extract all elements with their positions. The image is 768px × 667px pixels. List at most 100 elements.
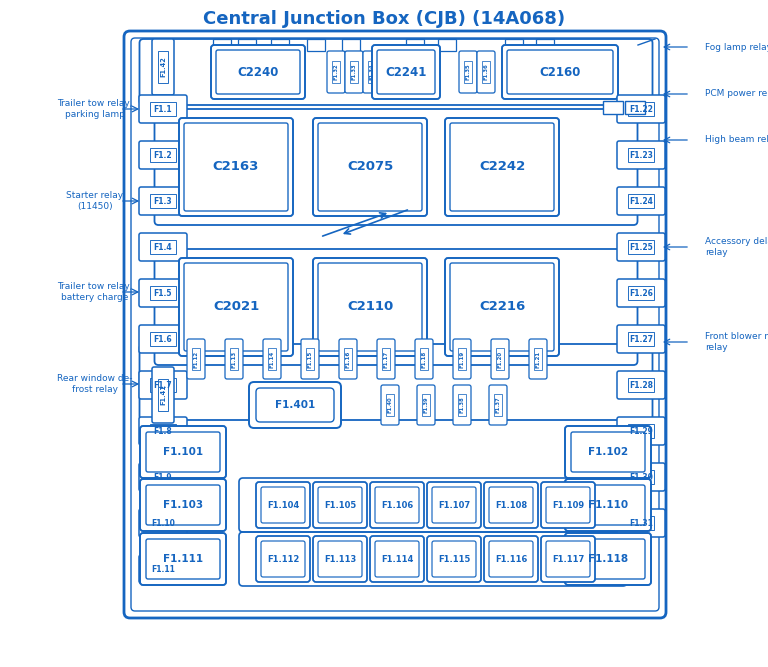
Text: F1.28: F1.28 xyxy=(629,380,653,390)
FancyBboxPatch shape xyxy=(617,187,665,215)
FancyBboxPatch shape xyxy=(139,325,187,353)
Bar xyxy=(157,380,168,411)
Text: F1.20: F1.20 xyxy=(498,350,502,368)
FancyBboxPatch shape xyxy=(541,482,595,528)
Text: Trailer tow relay,
battery charge: Trailer tow relay, battery charge xyxy=(58,282,133,301)
Text: F1.15: F1.15 xyxy=(307,350,313,368)
Text: F1.35: F1.35 xyxy=(465,63,471,80)
Text: F1.29: F1.29 xyxy=(629,426,653,436)
Bar xyxy=(151,331,176,346)
Text: F1.103: F1.103 xyxy=(163,500,203,510)
Text: F1.114: F1.114 xyxy=(381,554,413,564)
Bar xyxy=(382,348,390,370)
FancyBboxPatch shape xyxy=(372,45,440,99)
Text: F1.110: F1.110 xyxy=(588,500,628,510)
Text: F1.108: F1.108 xyxy=(495,500,527,510)
FancyBboxPatch shape xyxy=(489,385,507,425)
Text: F1.19: F1.19 xyxy=(459,350,465,368)
Text: C2240: C2240 xyxy=(237,65,279,79)
Text: Rear window de-
frost relay: Rear window de- frost relay xyxy=(58,374,133,394)
FancyBboxPatch shape xyxy=(453,385,471,425)
FancyBboxPatch shape xyxy=(313,258,427,356)
Text: F1.7: F1.7 xyxy=(154,380,172,390)
Text: C2075: C2075 xyxy=(347,161,393,173)
Bar xyxy=(271,39,289,51)
FancyBboxPatch shape xyxy=(617,279,665,307)
Text: Trailer tow relay,
parking lamp: Trailer tow relay, parking lamp xyxy=(58,99,133,119)
Bar xyxy=(368,61,376,83)
Bar xyxy=(350,61,358,83)
FancyBboxPatch shape xyxy=(139,417,187,445)
Bar xyxy=(151,148,176,162)
Text: F1.37: F1.37 xyxy=(495,397,501,414)
Bar xyxy=(151,516,176,530)
Bar xyxy=(628,378,654,392)
Bar xyxy=(420,348,428,370)
Text: C2242: C2242 xyxy=(479,161,525,173)
Bar xyxy=(422,394,430,416)
Text: F1.38: F1.38 xyxy=(459,397,465,414)
Text: F1.109: F1.109 xyxy=(552,500,584,510)
FancyBboxPatch shape xyxy=(139,509,187,537)
FancyBboxPatch shape xyxy=(502,45,618,99)
FancyBboxPatch shape xyxy=(139,233,187,261)
Bar xyxy=(213,39,231,51)
FancyBboxPatch shape xyxy=(327,51,345,93)
Text: Central Junction Box (CJB) (14A068): Central Junction Box (CJB) (14A068) xyxy=(203,10,565,28)
Text: F1.24: F1.24 xyxy=(629,197,653,205)
FancyBboxPatch shape xyxy=(152,39,174,95)
FancyBboxPatch shape xyxy=(345,51,363,93)
FancyBboxPatch shape xyxy=(263,339,281,379)
FancyBboxPatch shape xyxy=(225,339,243,379)
FancyBboxPatch shape xyxy=(140,426,226,478)
Bar xyxy=(482,61,490,83)
FancyBboxPatch shape xyxy=(140,479,226,531)
Bar xyxy=(496,348,504,370)
Bar xyxy=(458,348,466,370)
Bar xyxy=(628,285,654,300)
Text: F1.18: F1.18 xyxy=(422,350,426,368)
Text: High beam relay: High beam relay xyxy=(705,135,768,145)
Text: F1.33: F1.33 xyxy=(352,63,356,80)
FancyBboxPatch shape xyxy=(139,555,187,583)
FancyBboxPatch shape xyxy=(617,233,665,261)
FancyBboxPatch shape xyxy=(313,118,427,216)
Bar xyxy=(268,348,276,370)
FancyBboxPatch shape xyxy=(377,339,395,379)
Text: PCM power relay: PCM power relay xyxy=(705,89,768,99)
Bar xyxy=(458,394,466,416)
Bar xyxy=(192,348,200,370)
FancyBboxPatch shape xyxy=(617,325,665,353)
Bar xyxy=(628,424,654,438)
Bar xyxy=(157,51,168,83)
Text: F1.16: F1.16 xyxy=(346,350,350,368)
Bar xyxy=(625,101,645,113)
FancyBboxPatch shape xyxy=(617,509,665,537)
Bar xyxy=(628,331,654,346)
Text: F1.23: F1.23 xyxy=(629,151,653,159)
Text: F1.42: F1.42 xyxy=(160,57,166,77)
Bar xyxy=(628,240,654,254)
Text: F1.115: F1.115 xyxy=(438,554,470,564)
FancyBboxPatch shape xyxy=(484,536,538,582)
FancyBboxPatch shape xyxy=(152,367,174,423)
Bar xyxy=(332,61,340,83)
FancyBboxPatch shape xyxy=(370,536,424,582)
FancyBboxPatch shape xyxy=(617,463,665,491)
FancyBboxPatch shape xyxy=(187,339,205,379)
Bar xyxy=(230,348,238,370)
Text: F1.21: F1.21 xyxy=(535,350,541,368)
FancyBboxPatch shape xyxy=(313,482,367,528)
Text: Fog lamp relay: Fog lamp relay xyxy=(705,43,768,51)
Text: F1.102: F1.102 xyxy=(588,447,628,457)
FancyBboxPatch shape xyxy=(140,533,226,585)
Text: F1.5: F1.5 xyxy=(154,289,172,297)
FancyBboxPatch shape xyxy=(541,536,595,582)
FancyBboxPatch shape xyxy=(565,426,651,478)
Text: F1.2: F1.2 xyxy=(154,151,172,159)
Text: F1.116: F1.116 xyxy=(495,554,527,564)
Text: F1.25: F1.25 xyxy=(629,243,653,251)
Text: F1.101: F1.101 xyxy=(163,447,203,457)
Text: F1.117: F1.117 xyxy=(552,554,584,564)
FancyBboxPatch shape xyxy=(427,482,481,528)
